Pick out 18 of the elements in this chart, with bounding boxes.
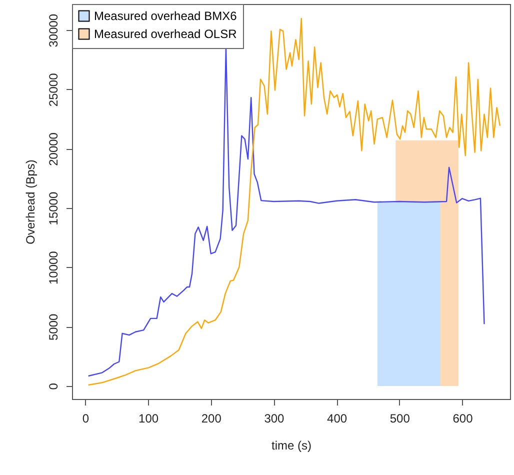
legend-label: Measured overhead BMX6 bbox=[94, 9, 238, 23]
x-axis-title: time (s) bbox=[272, 438, 312, 452]
x-tick-label: 400 bbox=[327, 412, 348, 426]
x-tick-label: 100 bbox=[138, 412, 159, 426]
y-axis-title: Overhead (Bps) bbox=[24, 160, 38, 244]
y-tick-label: 5000 bbox=[46, 313, 60, 340]
y-tick-label: 10000 bbox=[46, 250, 60, 285]
y-tick-label: 25000 bbox=[46, 72, 60, 107]
x-tick-label: 0 bbox=[82, 412, 90, 426]
x-tick-label: 500 bbox=[390, 412, 410, 426]
y-tick-label: 30000 bbox=[46, 14, 60, 48]
x-tick-label: 200 bbox=[201, 412, 222, 426]
y-tick-label: 0 bbox=[46, 382, 60, 390]
x-tick-label: 300 bbox=[264, 412, 285, 426]
x-tick-label: 600 bbox=[452, 412, 474, 426]
y-tick-label: 15000 bbox=[46, 192, 60, 226]
y-tick-label: 20000 bbox=[46, 132, 60, 166]
legend-label: Measured overhead OLSR bbox=[94, 27, 238, 41]
